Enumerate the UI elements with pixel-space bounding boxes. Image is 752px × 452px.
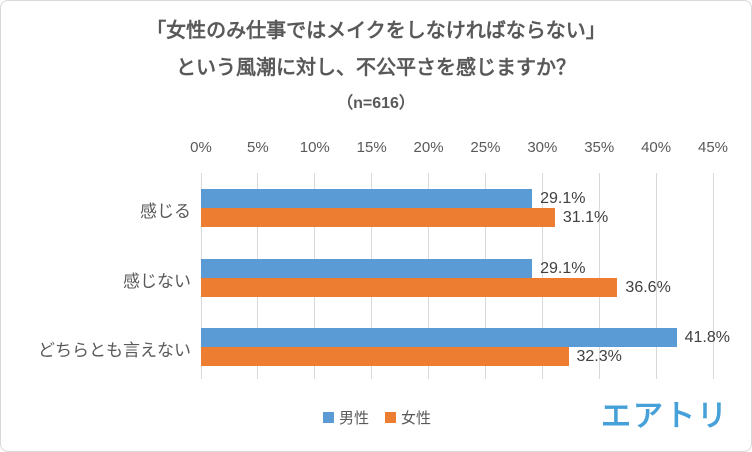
bar-female bbox=[201, 346, 569, 366]
chart-title-line1: 「女性のみ仕事ではメイクをしなければならない」 bbox=[146, 20, 606, 42]
gridline bbox=[712, 173, 714, 379]
male-series-swatch bbox=[322, 412, 334, 423]
bar-female bbox=[201, 277, 618, 297]
axis-tick-label: 40% bbox=[641, 139, 672, 156]
airtrip-logo: エアトリ bbox=[601, 400, 729, 433]
female-series-swatch bbox=[385, 412, 396, 423]
legend: 男性 女性 bbox=[1, 407, 751, 428]
legend-item-female: 女性 bbox=[385, 407, 431, 428]
legend-item-male: 男性 bbox=[322, 407, 369, 428]
value-label: 36.6% bbox=[625, 278, 671, 296]
female-series-label: 女性 bbox=[401, 410, 432, 427]
bar-male bbox=[201, 327, 677, 347]
gridline bbox=[655, 173, 657, 379]
axis-tick-label: 10% bbox=[299, 139, 330, 156]
value-label: 29.1% bbox=[540, 259, 586, 277]
bar-male bbox=[201, 189, 533, 208]
category-label: どちらとも言えない bbox=[38, 340, 191, 360]
chart-title-line2: という風潮に対し、不公平さを感じますか？ bbox=[176, 57, 576, 79]
sample-size-label: （n=616） bbox=[337, 95, 415, 112]
axis-tick-label: 25% bbox=[470, 139, 501, 156]
category-label: 感じない bbox=[123, 271, 191, 291]
axis-tick-label: 45% bbox=[697, 139, 729, 156]
male-series-label: 男性 bbox=[338, 410, 369, 427]
value-label: 41.8% bbox=[684, 328, 730, 346]
gridline bbox=[541, 173, 543, 379]
bar-female bbox=[201, 208, 555, 227]
category-label: 感じる bbox=[140, 202, 191, 221]
axis-tick-label: 0% bbox=[190, 139, 212, 156]
gridline bbox=[598, 173, 600, 379]
value-label: 29.1% bbox=[540, 190, 586, 207]
axis-tick-label: 20% bbox=[413, 139, 444, 156]
value-label: 31.1% bbox=[562, 209, 609, 226]
axis-tick-label: 35% bbox=[584, 139, 615, 156]
bar-male bbox=[201, 258, 533, 278]
axis-tick-label: 30% bbox=[527, 139, 558, 156]
axis-tick-label: 15% bbox=[356, 139, 387, 156]
chart-title: 「女性のみ仕事ではメイクをしなければならない」 という風潮に対し、不公平さを感じ… bbox=[1, 13, 751, 119]
value-label: 32.3% bbox=[576, 347, 622, 365]
axis-tick-label: 5% bbox=[247, 139, 269, 156]
